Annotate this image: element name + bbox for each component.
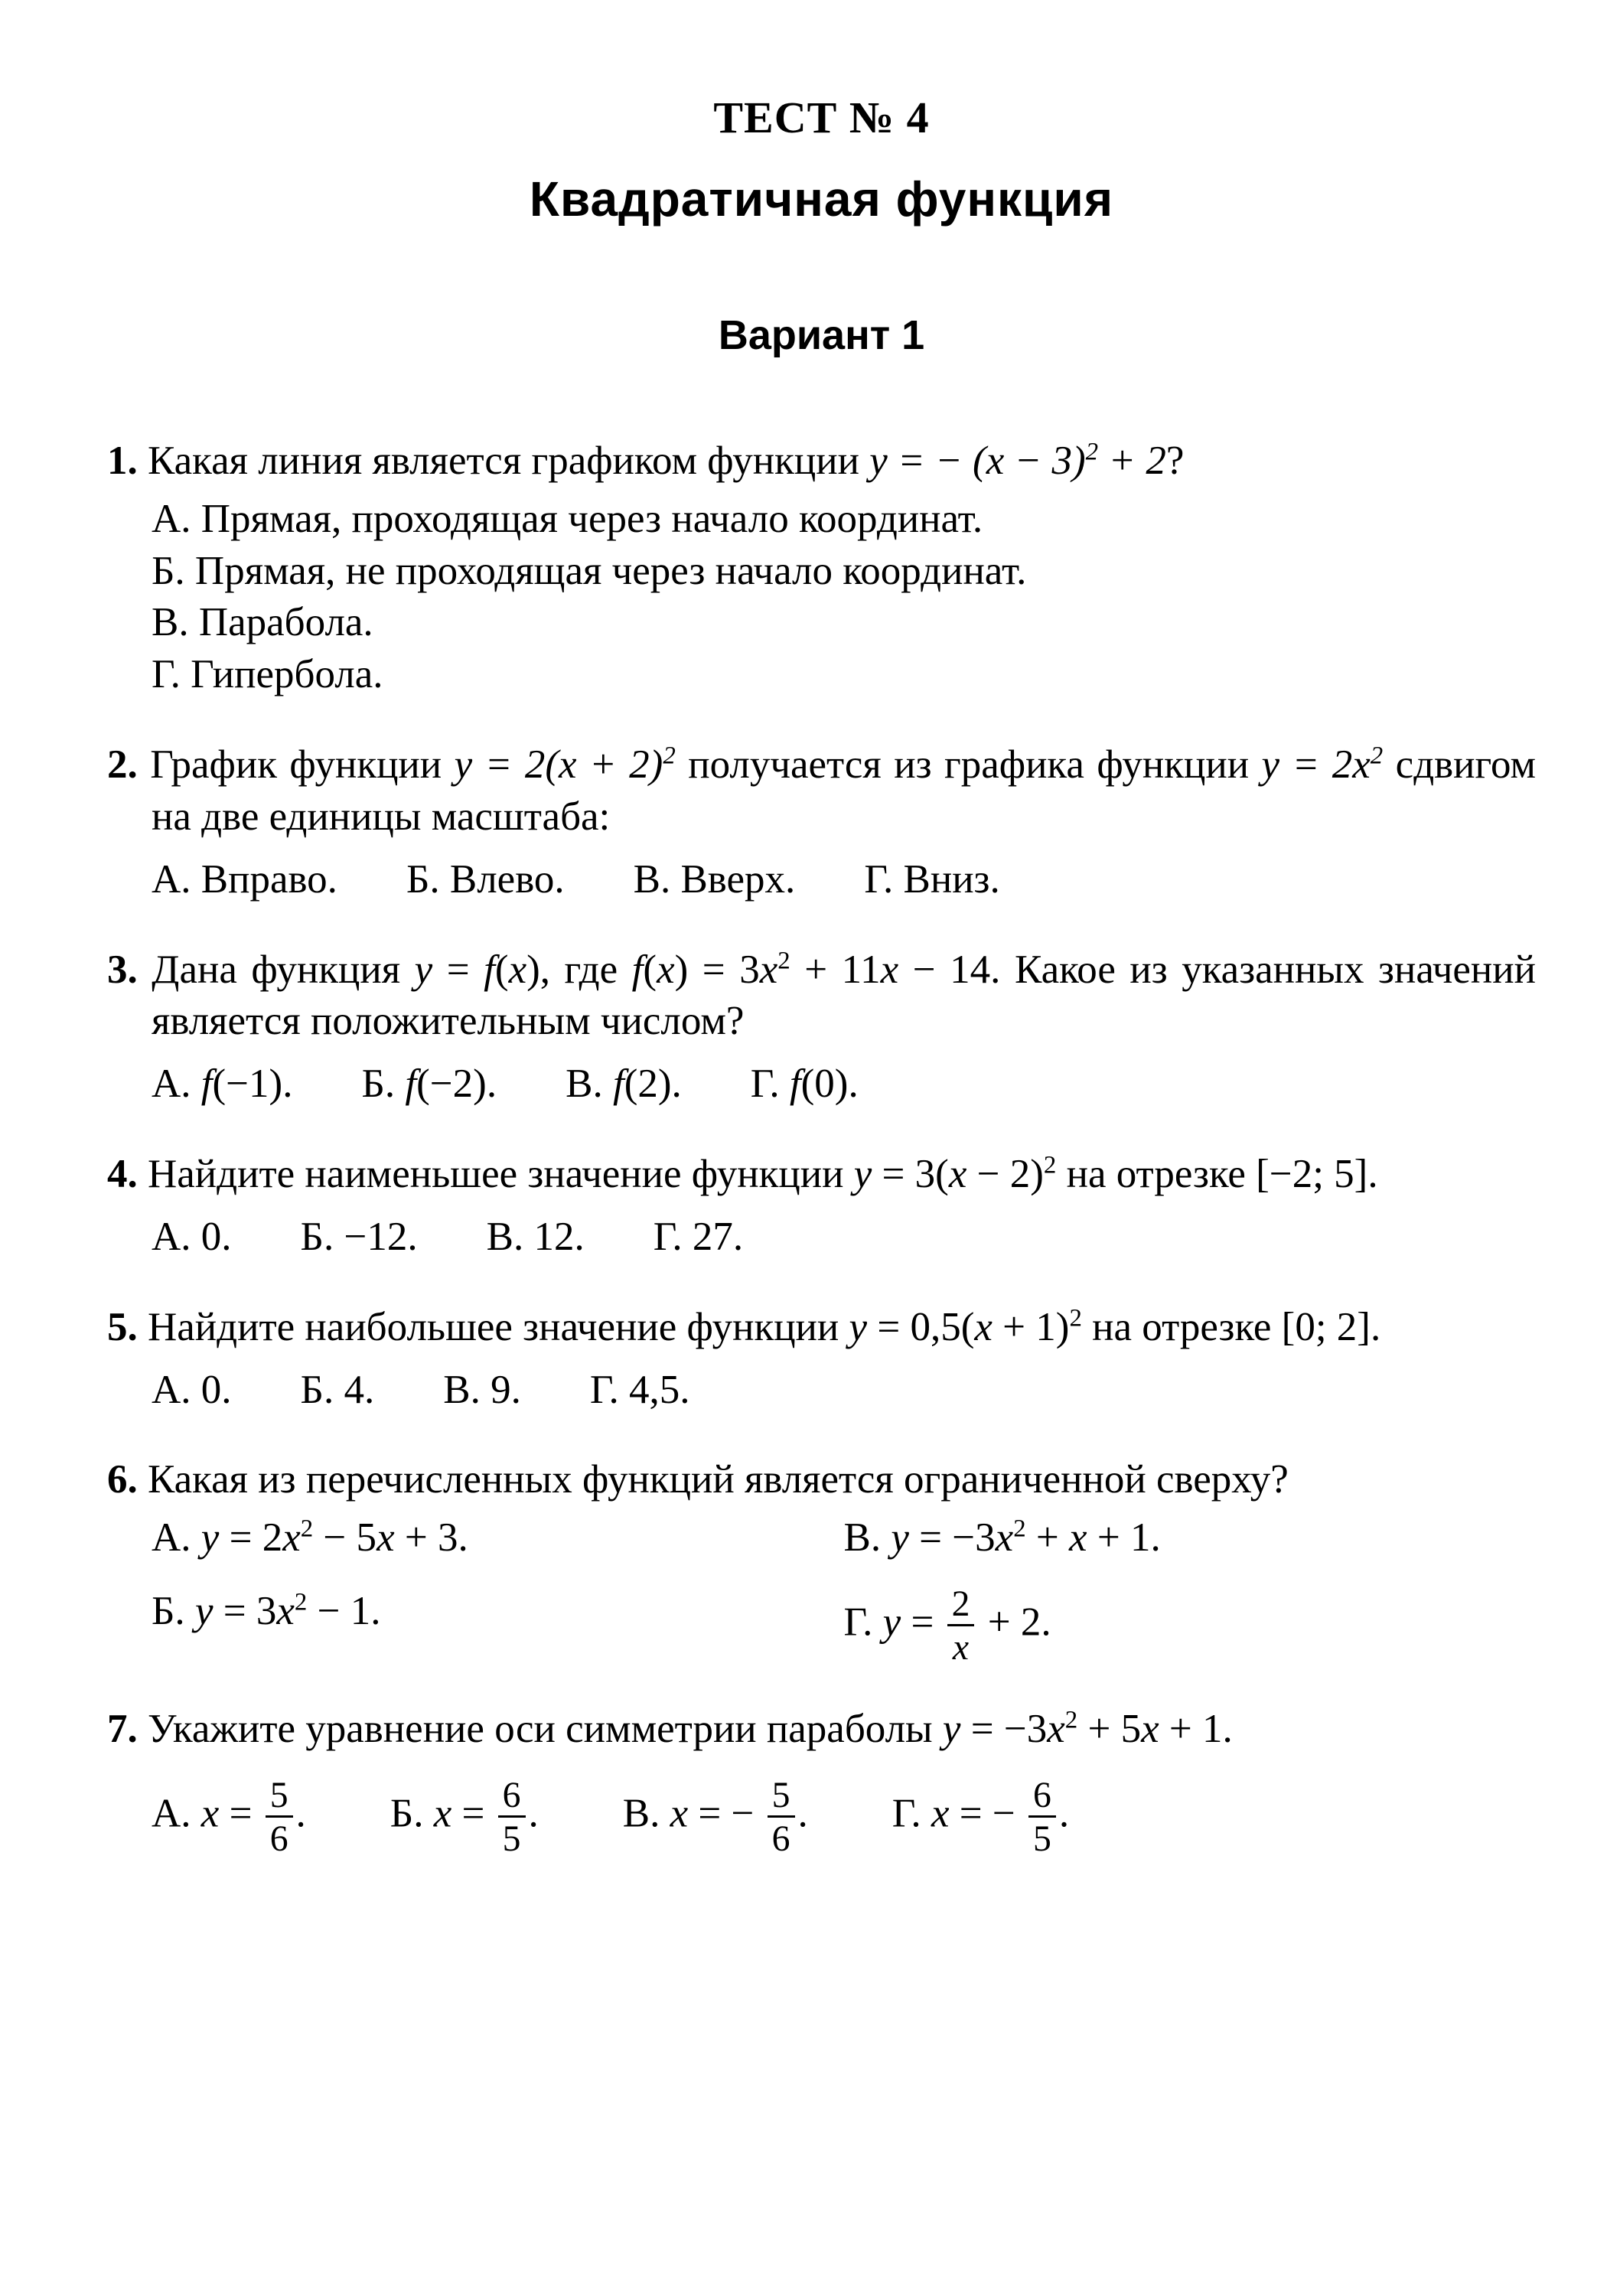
q3-pre: Дана функция [138, 947, 415, 992]
q5-pre: Найдите наибольшее значение функции [138, 1305, 849, 1349]
q7-ans-c: В. x = − 56. [623, 1777, 808, 1857]
q7-c-num: 5 [768, 1777, 795, 1818]
q4-pre: Найдите наименьшее значение функции [138, 1152, 854, 1196]
question-7: 7. Укажите уравнение оси симметрии параб… [107, 1704, 1536, 1857]
question-6: 6. Какая из перечисленных функций являет… [107, 1454, 1536, 1665]
question-4: 4. Найдите наименьшее значение функции y… [107, 1149, 1536, 1264]
q3-ans-d: Г. f(0). [751, 1058, 859, 1110]
q1-pre: Какая линия является графиком функции [138, 439, 869, 483]
q6-d-rhs: + 2. [977, 1600, 1051, 1644]
q2-mid: получается из графика функции [676, 742, 1262, 787]
q3-f2: f(x) = 3x2 + 11x − 14 [632, 947, 991, 992]
q6-ans-d: Г. y = 2x + 2. [844, 1586, 1537, 1665]
q3-mid1: , где [540, 947, 632, 992]
q7-a-post: . [296, 1792, 306, 1836]
q3-f1: y = f(x) [415, 947, 540, 992]
q6-ans-a: А. y = 2x2 − 5x + 3. [152, 1512, 844, 1564]
q5-formula: y = 0,5(x + 1)2 [849, 1305, 1082, 1349]
test-title: Квадратичная функция [107, 171, 1536, 227]
q7-ans-b: Б. x = 65. [390, 1777, 539, 1857]
q7-post: . [1223, 1707, 1233, 1751]
q6-num: 6. [107, 1457, 138, 1502]
q6-d-den: x [947, 1626, 975, 1666]
q5-answers: А. 0. Б. 4. В. 9. Г. 4,5. [107, 1365, 1536, 1417]
q7-c-den: 6 [768, 1818, 795, 1857]
q3-answers: А. f(−1). Б. f(−2). В. f(2). Г. f(0). [107, 1058, 1536, 1110]
q4-ans-c: В. 12. [487, 1212, 585, 1264]
q6-ans-b: Б. y = 3x2 − 1. [152, 1586, 844, 1665]
q2-num: 2. [107, 742, 138, 787]
q3-text: 3. Дана функция y = f(x), где f(x) = 3x2… [107, 944, 1536, 1049]
q3-ans-b: Б. f(−2). [361, 1058, 497, 1110]
q4-ans-b: Б. −12. [301, 1212, 418, 1264]
q6-d-pre: Г. [844, 1600, 883, 1644]
q2-ans-d: Г. Вниз. [864, 854, 999, 906]
q4-formula: y = 3(x − 2)2 [854, 1152, 1057, 1196]
q2-formula1: y = 2(x + 2)2 [455, 742, 676, 787]
q4-ans-d: Г. 27. [654, 1212, 743, 1264]
q7-d-post: . [1059, 1792, 1069, 1836]
test-number: ТЕСТ № 4 [107, 92, 1536, 143]
question-2: 2. График функции y = 2(x + 2)2 получает… [107, 739, 1536, 905]
q7-b-post: . [529, 1792, 539, 1836]
q5-num: 5. [107, 1305, 138, 1349]
q7-b-den: 5 [498, 1818, 526, 1857]
variant-title: Вариант 1 [107, 311, 1536, 359]
q1-ans-c: В. Парабола. [152, 597, 1536, 649]
q1-post: ? [1166, 439, 1185, 483]
q6-text: 6. Какая из перечисленных функций являет… [107, 1454, 1536, 1506]
q3-ans-a: А. f(−1). [152, 1058, 292, 1110]
q7-d-num: 6 [1028, 1777, 1056, 1818]
q7-d-den: 5 [1028, 1818, 1056, 1857]
q2-text: 2. График функции y = 2(x + 2)2 получает… [107, 739, 1536, 843]
q6-body: Какая из перечисленных функций является … [138, 1457, 1289, 1502]
q5-ans-b: Б. 4. [301, 1365, 375, 1417]
q7-text: 7. Укажите уравнение оси симметрии параб… [107, 1704, 1536, 1756]
heading-block: ТЕСТ № 4 Квадратичная функция Вариант 1 [107, 92, 1536, 359]
q7-formula: y = −3x2 + 5x + 1 [943, 1707, 1223, 1751]
q7-ans-a: А. x = 56. [152, 1777, 306, 1857]
q2-formula2: y = 2x2 [1262, 742, 1384, 787]
q2-answers: А. Вправо. Б. Влево. В. Вверх. Г. Вниз. [107, 854, 1536, 906]
q4-answers: А. 0. Б. −12. В. 12. Г. 27. [107, 1212, 1536, 1264]
q5-post: на отрезке [0; 2]. [1082, 1305, 1380, 1349]
question-5: 5. Найдите наибольшее значение функции y… [107, 1302, 1536, 1417]
q1-text: 1. Какая линия является графиком функции… [107, 435, 1536, 488]
q1-answers: А. Прямая, проходящая через начало коорд… [107, 494, 1536, 701]
q6-answers: А. y = 2x2 − 5x + 3. В. y = −3x2 + x + 1… [107, 1512, 1536, 1665]
q1-num: 1. [107, 439, 138, 483]
q3-num: 3. [107, 947, 138, 992]
question-3: 3. Дана функция y = f(x), где f(x) = 3x2… [107, 944, 1536, 1110]
q4-text: 4. Найдите наименьшее значение функции y… [107, 1149, 1536, 1201]
q2-ans-c: В. Вверх. [634, 854, 796, 906]
q2-ans-b: Б. Влево. [406, 854, 565, 906]
q1-ans-d: Г. Гипербола. [152, 649, 1536, 701]
q1-ans-a: А. Прямая, проходящая через начало коорд… [152, 494, 1536, 546]
q1-ans-b: Б. Прямая, не проходящая через начало ко… [152, 546, 1536, 598]
q5-text: 5. Найдите наибольшее значение функции y… [107, 1302, 1536, 1354]
q5-ans-a: А. 0. [152, 1365, 232, 1417]
q1-formula: y = − (x − 3)2 + 2 [869, 439, 1166, 483]
q7-pre: Укажите уравнение оси симметрии параболы [138, 1707, 943, 1751]
q4-num: 4. [107, 1152, 138, 1196]
q4-post: на отрезке [−2; 5]. [1056, 1152, 1377, 1196]
q4-ans-a: А. 0. [152, 1212, 232, 1264]
q2-pre: График функции [138, 742, 455, 787]
q5-ans-d: Г. 4,5. [590, 1365, 690, 1417]
q6-d-num: 2 [947, 1586, 975, 1626]
q7-a-num: 5 [266, 1777, 293, 1818]
q7-a-den: 6 [266, 1818, 293, 1857]
question-1: 1. Какая линия является графиком функции… [107, 435, 1536, 701]
q6-ans-c: В. y = −3x2 + x + 1. [844, 1512, 1537, 1564]
q5-ans-c: В. 9. [443, 1365, 521, 1417]
q3-ans-c: В. f(2). [566, 1058, 682, 1110]
q7-c-post: . [798, 1792, 808, 1836]
q7-b-num: 6 [498, 1777, 526, 1818]
q2-ans-a: А. Вправо. [152, 854, 337, 906]
q7-num: 7. [107, 1707, 138, 1751]
q7-answers: А. x = 56. Б. x = 65. В. x = − 56. Г. x … [107, 1777, 1536, 1857]
q7-ans-d: Г. x = − 65. [892, 1777, 1069, 1857]
